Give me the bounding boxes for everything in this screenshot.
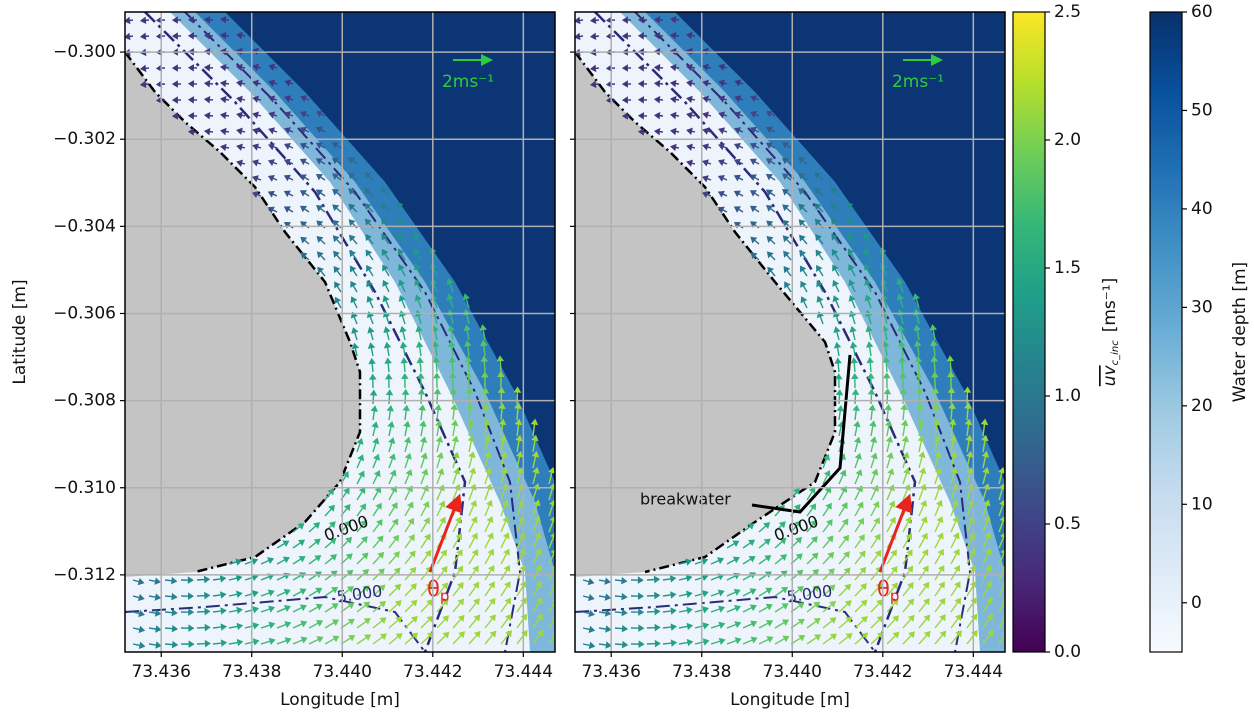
y-tick-label: −0.304 (53, 216, 116, 236)
y-tick-label: −0.312 (53, 565, 116, 585)
colorbar-tick-label: 2.0 (1054, 130, 1081, 150)
panel: breakwater2ms⁻¹θp0.0005.000 (575, 12, 1008, 652)
y-tick-label: −0.306 (53, 303, 116, 323)
colorbar-tick-label: 20 (1191, 396, 1213, 416)
colorbar-label-unit: [ms⁻¹] (1100, 278, 1120, 332)
colorbar-tick-label: 10 (1191, 494, 1213, 514)
colorbar (1150, 12, 1182, 652)
colorbar-tick-label: 0.5 (1054, 514, 1081, 534)
y-tick-label: −0.310 (53, 478, 116, 498)
colorbar-label-main: Water depth [m] (1230, 262, 1250, 402)
angle-subscript: p (440, 587, 450, 605)
scale-label: 2ms⁻¹ (892, 72, 944, 92)
x-tick-label: 73.436 (131, 662, 190, 682)
y-axis-label: Latitude [m] (10, 279, 30, 384)
colorbar-tick-label: 0.0 (1054, 642, 1081, 662)
y-tick-label: −0.308 (53, 391, 116, 411)
colorbar-tick-label: 60 (1191, 2, 1213, 22)
x-tick-label: 73.438 (672, 662, 731, 682)
x-tick-label: 73.444 (944, 662, 1003, 682)
colorbar-label-main: uv (1100, 364, 1120, 386)
colorbar (1013, 12, 1045, 652)
colorbar-tick-label: 30 (1191, 297, 1213, 317)
breakwater-label: breakwater (640, 490, 731, 509)
colorbar-label-sub: c_inc (1110, 340, 1121, 366)
colorbar-tick-label: 1.5 (1054, 258, 1081, 278)
y-tick-label: −0.302 (53, 129, 116, 149)
colorbar-label: Water depth [m] (1230, 262, 1250, 402)
colorbar-tick-label: 1.0 (1054, 386, 1081, 406)
x-tick-label: 73.440 (313, 662, 372, 682)
x-tick-label: 73.436 (581, 662, 640, 682)
x-axis-label: Longitude [m] (730, 690, 850, 710)
x-tick-label: 73.444 (494, 662, 553, 682)
x-tick-label: 73.442 (853, 662, 912, 682)
angle-subscript: p (890, 587, 900, 605)
x-axis-label: Longitude [m] (280, 690, 400, 710)
colorbar-label: uvc_inc [ms⁻¹] (1100, 278, 1121, 386)
y-tick-label: −0.300 (53, 42, 116, 62)
colorbar-tick-label: 50 (1191, 100, 1213, 120)
colorbar-tick-label: 40 (1191, 199, 1213, 219)
x-tick-label: 73.438 (222, 662, 281, 682)
colorbar-tick-label: 2.5 (1054, 2, 1081, 22)
scale-label: 2ms⁻¹ (442, 72, 494, 92)
x-tick-label: 73.440 (763, 662, 822, 682)
figure: 2ms⁻¹θp0.0005.000 73.436 73.438 73.440 73.44… (0, 0, 1254, 715)
colorbar-tick-label: 0 (1191, 593, 1202, 613)
x-tick-label: 73.442 (403, 662, 462, 682)
